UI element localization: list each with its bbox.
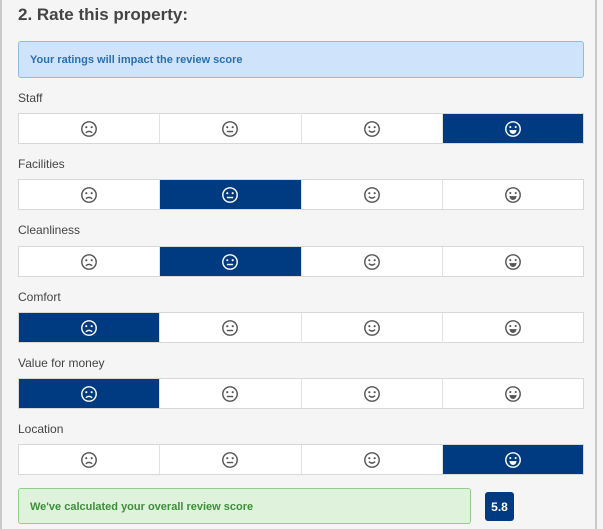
rating-option-smile-face[interactable]	[301, 114, 443, 143]
category-label-cleanliness: Cleanliness	[18, 223, 81, 237]
sad-face-icon	[80, 253, 98, 271]
grin-face-icon	[504, 319, 522, 337]
right-border	[595, 0, 597, 529]
grin-face-icon	[504, 385, 522, 403]
rating-option-smile-face[interactable]	[301, 313, 443, 342]
rating-option-neutral-face[interactable]	[160, 247, 302, 276]
rating-option-neutral-face[interactable]	[160, 379, 302, 408]
rating-row-staff	[18, 113, 584, 144]
left-border	[0, 0, 2, 529]
category-label-facilities: Facilities	[18, 157, 65, 171]
rating-option-sad-face[interactable]	[19, 379, 161, 408]
rating-option-grin-face[interactable]	[442, 247, 583, 276]
neutral-face-icon	[221, 385, 239, 403]
rating-option-smile-face[interactable]	[301, 247, 443, 276]
rating-option-sad-face[interactable]	[19, 114, 161, 143]
rating-option-smile-face[interactable]	[301, 445, 443, 474]
rating-option-sad-face[interactable]	[19, 313, 161, 342]
rating-option-neutral-face[interactable]	[160, 313, 302, 342]
sad-face-icon	[80, 319, 98, 337]
smile-face-icon	[363, 120, 381, 138]
category-label-staff: Staff	[18, 91, 43, 105]
rating-row-cleanliness	[18, 246, 584, 277]
smile-face-icon	[363, 385, 381, 403]
rating-option-neutral-face[interactable]	[160, 180, 302, 209]
category-label-comfort: Comfort	[18, 290, 61, 304]
rating-option-smile-face[interactable]	[301, 180, 443, 209]
smile-face-icon	[363, 451, 381, 469]
neutral-face-icon	[221, 253, 239, 271]
rating-row-facilities	[18, 179, 584, 210]
sad-face-icon	[80, 120, 98, 138]
rating-option-grin-face[interactable]	[442, 379, 583, 408]
rating-row-value-for-money	[18, 378, 584, 409]
grin-face-icon	[504, 253, 522, 271]
sad-face-icon	[80, 186, 98, 204]
overall-score-badge: 5.8	[485, 492, 514, 521]
rating-row-comfort	[18, 312, 584, 343]
category-label-location: Location	[18, 422, 64, 436]
rating-option-sad-face[interactable]	[19, 180, 161, 209]
rating-option-sad-face[interactable]	[19, 445, 161, 474]
grin-face-icon	[504, 451, 522, 469]
rating-option-grin-face[interactable]	[442, 114, 583, 143]
rating-row-location	[18, 444, 584, 475]
overall-score-banner: We've calculated your overall review sco…	[18, 488, 471, 524]
sad-face-icon	[80, 451, 98, 469]
rating-info-banner: Your ratings will impact the review scor…	[18, 41, 584, 78]
smile-face-icon	[363, 186, 381, 204]
rating-option-grin-face[interactable]	[442, 445, 583, 474]
smile-face-icon	[363, 253, 381, 271]
rating-option-smile-face[interactable]	[301, 379, 443, 408]
sad-face-icon	[80, 385, 98, 403]
grin-face-icon	[504, 186, 522, 204]
neutral-face-icon	[221, 451, 239, 469]
grin-face-icon	[504, 120, 522, 138]
rating-option-sad-face[interactable]	[19, 247, 161, 276]
rating-option-grin-face[interactable]	[442, 313, 583, 342]
section-title: 2. Rate this property:	[18, 5, 189, 24]
rating-option-neutral-face[interactable]	[160, 114, 302, 143]
neutral-face-icon	[221, 120, 239, 138]
category-label-value-for-money: Value for money	[18, 356, 105, 370]
neutral-face-icon	[221, 186, 239, 204]
neutral-face-icon	[221, 319, 239, 337]
rating-option-grin-face[interactable]	[442, 180, 583, 209]
smile-face-icon	[363, 319, 381, 337]
rating-option-neutral-face[interactable]	[160, 445, 302, 474]
